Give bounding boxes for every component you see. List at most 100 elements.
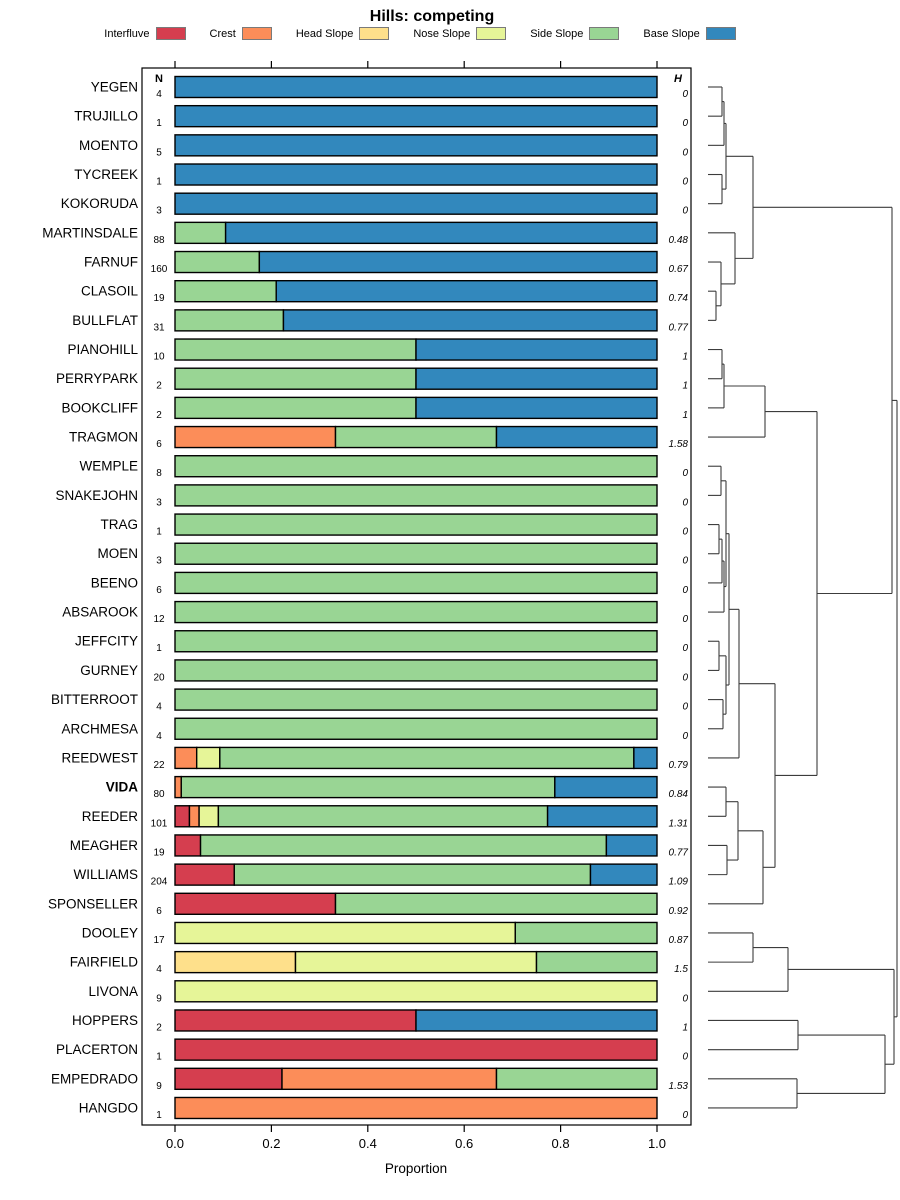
- h-value: 0: [682, 497, 688, 508]
- row-label: FAIRFIELD: [70, 955, 139, 970]
- bar-segment-base: [605, 834, 658, 857]
- h-value: 0: [682, 468, 688, 479]
- n-value: 5: [156, 147, 162, 158]
- row-label: HANGDO: [79, 1100, 138, 1115]
- row-label: REEDER: [82, 809, 139, 824]
- bar-row: BITTERROOT 4 0: [51, 688, 688, 713]
- row-label: BOOKCLIFF: [61, 400, 138, 415]
- h-value: 0: [682, 147, 688, 158]
- row-label: KOKORUDA: [61, 196, 138, 211]
- bar-segment-side: [174, 455, 658, 478]
- h-value: 0: [682, 177, 688, 188]
- row-label: BULLFLAT: [72, 313, 138, 328]
- bar-row: TRAG 1 0: [100, 513, 688, 538]
- bar-segment-side: [174, 630, 658, 653]
- legend-label: Crest: [209, 27, 236, 40]
- row-label: DOOLEY: [82, 925, 138, 940]
- legend-swatch-nose-slope: [476, 27, 507, 40]
- bar-segment-nose: [174, 980, 658, 1003]
- h-value: 1: [682, 1022, 688, 1033]
- bar-segment-side: [174, 250, 261, 274]
- bar-row: BOOKCLIFF 2 1: [61, 396, 688, 421]
- legend-item-crest: Crest: [210, 27, 272, 40]
- n-value: 3: [156, 497, 162, 508]
- n-value: 4: [156, 89, 162, 100]
- row-label: TRAGMON: [69, 430, 138, 445]
- row-label: ARCHMESA: [61, 721, 138, 736]
- x-tick-label: 0.4: [359, 1136, 377, 1151]
- bar-segment-interfluve: [174, 892, 337, 915]
- legend-label: Side Slope: [530, 27, 584, 40]
- bar-segment-side: [174, 396, 417, 420]
- row-label: SPONSELLER: [48, 896, 138, 911]
- h-value: 0.67: [669, 264, 689, 275]
- row-label: MARTINSDALE: [42, 225, 138, 240]
- legend-label: Nose Slope: [413, 27, 471, 40]
- n-value: 160: [151, 264, 168, 275]
- bar-segment-base: [174, 75, 658, 99]
- bar-segment-side: [174, 571, 658, 595]
- n-value: 1: [156, 643, 162, 654]
- n-value: 1: [156, 118, 162, 129]
- bar-segment-crest: [174, 746, 198, 770]
- bar-segment-side: [174, 484, 658, 507]
- h-value: 0: [682, 585, 688, 596]
- row-label: ABSAROOK: [62, 605, 138, 620]
- n-value: 12: [153, 614, 165, 625]
- bar-row: FAIRFIELD 4 1.5: [70, 950, 688, 975]
- bar-segment-side: [535, 950, 658, 974]
- bar-row: FARNUF 160 0.67: [84, 250, 689, 275]
- bar-row: REEDER 101 1.31: [82, 805, 688, 829]
- bar-segment-crest: [174, 775, 182, 799]
- n-value: 1: [156, 177, 162, 188]
- bar-segment-side: [217, 805, 549, 828]
- legend-swatch-head-slope: [359, 27, 390, 40]
- bar-segment-base: [224, 221, 658, 245]
- row-label: GURNEY: [80, 663, 138, 678]
- bar-segment-side: [174, 221, 227, 245]
- h-value: 0: [682, 614, 688, 625]
- bar-row: MOENTO 5 0: [79, 134, 688, 158]
- n-value: 6: [156, 585, 162, 596]
- bar-row: CLASOIL 19 0.74: [81, 279, 688, 304]
- bar-segment-base: [282, 309, 658, 332]
- x-tick-label: 0.0: [166, 1136, 184, 1151]
- legend-label: Interfluve: [104, 27, 150, 40]
- bar-row: MEAGHER 19 0.77: [70, 834, 688, 858]
- h-value: 1.53: [669, 1081, 689, 1092]
- bar-segment-base: [633, 746, 658, 770]
- row-label: WILLIAMS: [73, 867, 138, 882]
- n-value: 4: [156, 702, 162, 713]
- bar-segment-base: [275, 279, 658, 303]
- bar-row: SNAKEJOHN 3 0: [55, 484, 688, 508]
- bar-segment-side: [334, 425, 498, 449]
- bar-row: EMPEDRADO 9 1.53: [51, 1067, 689, 1092]
- plot-frame: [141, 67, 692, 1126]
- bar-segment-crest: [174, 425, 337, 449]
- bar-segment-nose: [195, 746, 221, 770]
- row-label: SNAKEJOHN: [55, 488, 138, 503]
- bar-row: DOOLEY 17 0.87: [82, 921, 689, 946]
- bar-row: JEFFCITY 1 0: [75, 630, 688, 654]
- bar-row: SPONSELLER 6 0.92: [48, 892, 688, 917]
- bar-row: PERRYPARK 2 1: [56, 367, 688, 392]
- bar-row: MOEN 3 0: [98, 542, 688, 567]
- bar-segment-interfluve: [174, 834, 202, 857]
- bar-row: TYCREEK 1 0: [74, 163, 688, 188]
- h-value: 0: [682, 206, 688, 217]
- bar-row: PLACERTON 1 0: [56, 1038, 688, 1063]
- bar-segment-side: [174, 688, 658, 711]
- h-value: 0.87: [669, 935, 689, 946]
- bar-row: HANGDO 1 0: [79, 1096, 688, 1121]
- n-value: 88: [153, 235, 165, 246]
- n-column-header: N: [155, 73, 163, 85]
- legend-swatch-side-slope: [589, 27, 620, 40]
- h-value: 0: [682, 118, 688, 129]
- n-value: 8: [156, 468, 162, 479]
- bar-segment-side: [495, 1067, 658, 1091]
- legend-swatch-interfluve: [155, 27, 186, 40]
- h-value: 0.84: [669, 789, 689, 800]
- row-label: CLASOIL: [81, 284, 139, 299]
